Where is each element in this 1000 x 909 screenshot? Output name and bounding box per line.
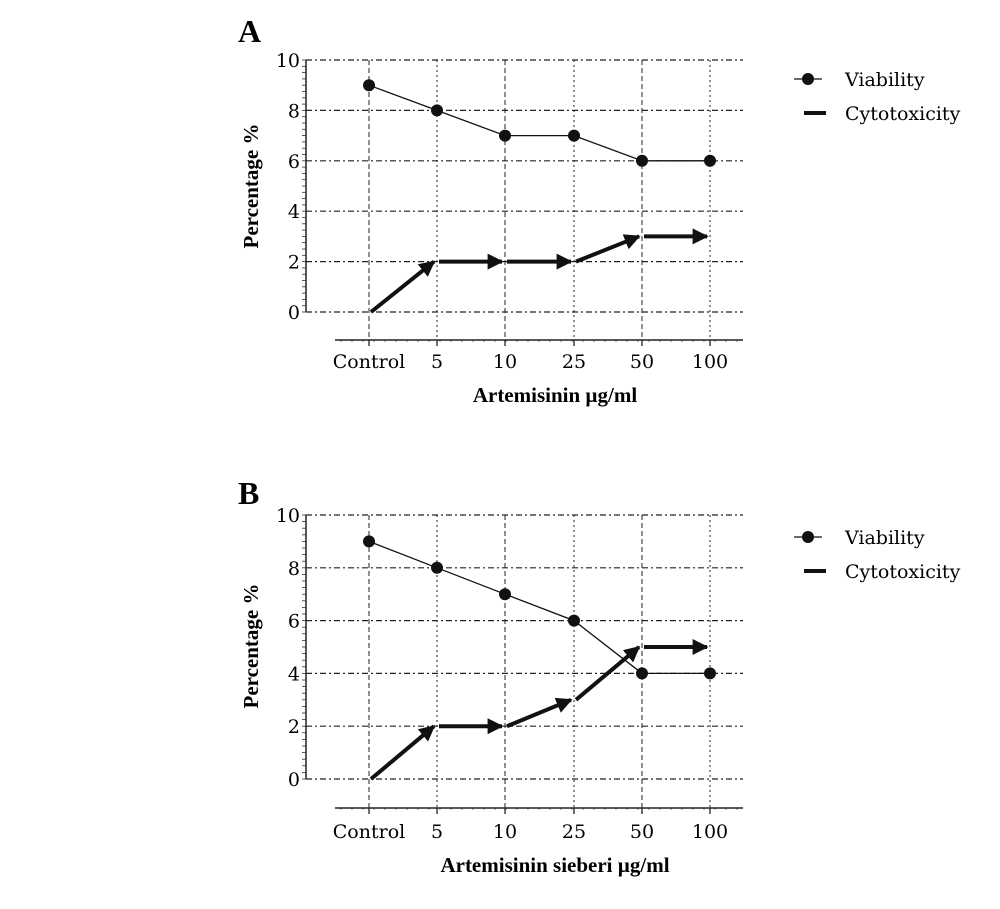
y-tick-label: 10 bbox=[276, 505, 300, 527]
data-point-viability bbox=[499, 129, 511, 142]
legend-marker-viability bbox=[802, 73, 814, 85]
panel-b: B Percentage % Artemisinin sieberi µg/ml… bbox=[238, 475, 961, 877]
x-tick-label: 25 bbox=[562, 821, 586, 843]
y-tick-label: 8 bbox=[288, 558, 300, 580]
y-axis-title: Percentage % bbox=[239, 584, 263, 709]
data-arrow-cytotoxicity bbox=[575, 234, 641, 264]
x-tick-label: 50 bbox=[630, 351, 654, 373]
legend-label-cytotoxicity: Cytotoxicity bbox=[845, 103, 961, 125]
legend-label-viability: Viability bbox=[844, 527, 925, 549]
data-point-viability bbox=[363, 79, 375, 92]
series-viability-line bbox=[368, 84, 710, 162]
x-tick-label: Control bbox=[333, 351, 405, 373]
data-arrow-cytotoxicity bbox=[369, 260, 436, 314]
data-point-viability bbox=[431, 104, 443, 117]
y-tick-label: 4 bbox=[288, 201, 300, 223]
data-point-viability bbox=[636, 667, 648, 680]
x-tick-label: 100 bbox=[692, 351, 728, 373]
y-tick-label: 4 bbox=[288, 663, 300, 685]
y-tick-label: 6 bbox=[288, 611, 300, 633]
data-arrow-cytotoxicity bbox=[369, 724, 436, 781]
data-point-viability bbox=[363, 535, 375, 548]
data-point-viability bbox=[568, 129, 580, 142]
y-tick-label: 2 bbox=[288, 252, 300, 274]
data-arrow-cytotoxicity bbox=[506, 697, 573, 729]
panel-label: A bbox=[238, 13, 261, 49]
y-tick-label: 6 bbox=[288, 151, 300, 173]
data-point-viability bbox=[568, 614, 580, 627]
data-point-viability bbox=[636, 154, 648, 167]
x-tick-label: 50 bbox=[630, 821, 654, 843]
y-tick-label: 8 bbox=[288, 100, 300, 122]
y-tick-label: 2 bbox=[288, 716, 300, 738]
series-viability-line bbox=[368, 540, 710, 675]
data-point-viability bbox=[704, 667, 716, 680]
panel-a: A Percentage % Artemisinin µg/ml Viabili… bbox=[238, 13, 961, 407]
legend-label-cytotoxicity: Cytotoxicity bbox=[845, 561, 961, 583]
y-tick-label: 10 bbox=[276, 50, 300, 72]
data-point-viability bbox=[499, 588, 511, 601]
x-tick-label: 5 bbox=[431, 351, 443, 373]
legend-marker-viability bbox=[802, 531, 814, 543]
y-axis-title: Percentage % bbox=[239, 124, 263, 249]
x-tick-label: Control bbox=[333, 821, 405, 843]
data-point-viability bbox=[431, 561, 443, 574]
x-axis-title: Artemisinin sieberi µg/ml bbox=[440, 853, 669, 877]
data-point-viability bbox=[704, 154, 716, 167]
panel-label: B bbox=[238, 475, 259, 511]
y-tick-label: 0 bbox=[288, 302, 300, 324]
x-axis-title: Artemisinin µg/ml bbox=[473, 383, 638, 407]
x-tick-label: 25 bbox=[562, 351, 586, 373]
x-tick-label: 10 bbox=[493, 351, 517, 373]
data-arrow-cytotoxicity bbox=[574, 645, 641, 702]
x-tick-label: 10 bbox=[493, 821, 517, 843]
x-tick-label: 100 bbox=[692, 821, 728, 843]
legend-label-viability: Viability bbox=[844, 69, 925, 91]
y-tick-label: 0 bbox=[288, 769, 300, 791]
x-tick-label: 5 bbox=[431, 821, 443, 843]
